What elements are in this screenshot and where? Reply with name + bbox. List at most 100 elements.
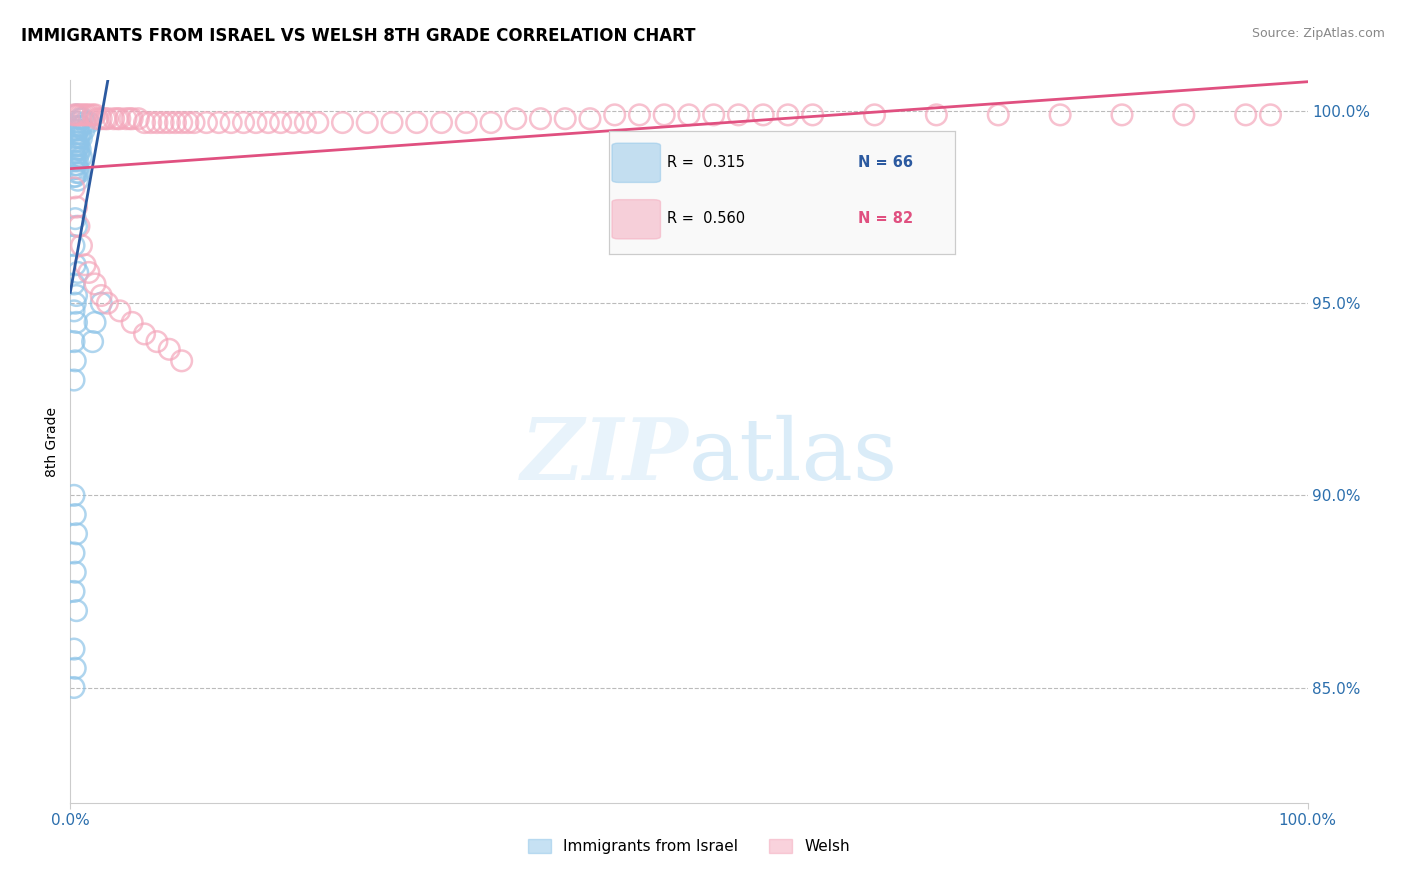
Point <box>703 108 725 122</box>
Text: IMMIGRANTS FROM ISRAEL VS WELSH 8TH GRADE CORRELATION CHART: IMMIGRANTS FROM ISRAEL VS WELSH 8TH GRAD… <box>21 27 696 45</box>
Point <box>65 165 87 179</box>
Point <box>146 334 169 349</box>
Point <box>652 108 675 122</box>
Point <box>294 115 316 129</box>
Point <box>134 326 156 341</box>
Point <box>63 642 86 657</box>
Point <box>554 112 576 126</box>
Point <box>127 112 149 126</box>
Point <box>65 138 87 153</box>
Point <box>63 488 86 502</box>
Point <box>63 304 86 318</box>
Point <box>63 334 86 349</box>
Point <box>925 108 948 122</box>
Point <box>579 112 602 126</box>
Point <box>103 112 125 126</box>
Point <box>86 112 108 126</box>
Point <box>63 681 86 695</box>
Point <box>65 219 87 234</box>
Point <box>1111 108 1133 122</box>
Point <box>73 123 96 137</box>
Point <box>157 343 180 357</box>
Point <box>505 112 527 126</box>
Point <box>105 112 128 126</box>
Point <box>84 277 107 291</box>
Point <box>170 354 193 368</box>
Point <box>70 150 93 164</box>
Point <box>65 138 87 153</box>
Point <box>356 115 378 129</box>
Text: atlas: atlas <box>689 415 898 498</box>
Point <box>70 120 93 134</box>
Point <box>70 108 93 122</box>
Point <box>456 115 478 129</box>
Point <box>65 526 87 541</box>
Point <box>90 288 112 302</box>
Point <box>65 508 87 522</box>
Point <box>67 165 90 179</box>
Point <box>77 115 100 129</box>
Point <box>73 108 96 122</box>
Point <box>65 200 87 214</box>
Point <box>332 115 354 129</box>
Point <box>63 373 86 387</box>
Point <box>115 112 138 126</box>
Point <box>603 108 626 122</box>
Point <box>183 115 205 129</box>
Point <box>108 112 131 126</box>
Point <box>70 238 93 252</box>
Point <box>75 108 97 122</box>
Point <box>863 108 886 122</box>
Point <box>67 138 90 153</box>
Point <box>157 115 180 129</box>
Point <box>66 143 89 157</box>
Legend: Immigrants from Israel, Welsh: Immigrants from Israel, Welsh <box>522 833 856 860</box>
Point <box>66 115 89 129</box>
Point <box>307 115 329 129</box>
Point <box>65 661 87 675</box>
Point <box>84 315 107 329</box>
Point <box>75 115 97 129</box>
Point <box>94 112 117 126</box>
Point <box>65 120 87 134</box>
Point <box>281 115 304 129</box>
Point <box>72 112 94 126</box>
Point <box>67 131 90 145</box>
Point <box>146 115 169 129</box>
Point <box>65 150 87 164</box>
Point <box>65 296 87 310</box>
Text: Source: ZipAtlas.com: Source: ZipAtlas.com <box>1251 27 1385 40</box>
Point <box>67 219 90 234</box>
Point <box>65 315 87 329</box>
Y-axis label: 8th Grade: 8th Grade <box>45 407 59 476</box>
Point <box>90 296 112 310</box>
Point <box>152 115 174 129</box>
Point <box>1234 108 1257 122</box>
Point <box>1049 108 1071 122</box>
Point <box>65 143 87 157</box>
Point <box>69 112 91 126</box>
Point <box>405 115 427 129</box>
Point <box>65 158 87 172</box>
Point <box>67 108 90 122</box>
Point <box>219 115 242 129</box>
Point <box>65 604 87 618</box>
Point <box>82 334 104 349</box>
Point <box>134 115 156 129</box>
Point <box>63 546 86 560</box>
Point <box>84 108 107 122</box>
Point <box>776 108 799 122</box>
Point <box>257 115 280 129</box>
Point <box>77 265 100 279</box>
Point <box>77 108 100 122</box>
Point <box>63 161 86 176</box>
Point <box>1173 108 1195 122</box>
Point <box>63 181 86 195</box>
Point <box>63 238 86 252</box>
Point <box>63 135 86 149</box>
Point <box>65 108 87 122</box>
Point <box>65 258 87 272</box>
Point <box>121 112 143 126</box>
Point <box>65 158 87 172</box>
Point <box>165 115 187 129</box>
